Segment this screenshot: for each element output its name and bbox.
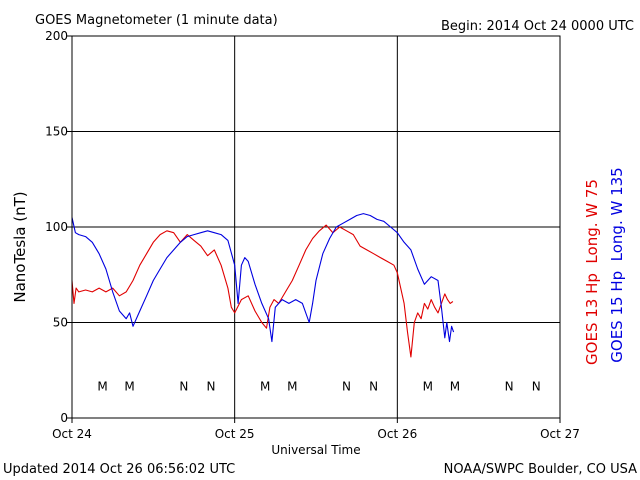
begin-label: Begin: 2014 Oct 24 0000 UTC [441, 19, 634, 34]
y-tick-label: 200 [45, 29, 68, 43]
x-axis-label: Universal Time [271, 443, 360, 457]
position-marker: M [97, 380, 107, 394]
y-axis-label: NanoTesla (nT) [11, 191, 29, 302]
series-line-0 [71, 224, 454, 358]
position-marker: M [124, 380, 134, 394]
y-tick-label: 0 [60, 411, 68, 425]
position-marker: M [287, 380, 297, 394]
y-tick-label: 50 [53, 316, 68, 330]
grid [72, 36, 560, 418]
position-marker: N [505, 380, 514, 394]
position-marker: N [342, 380, 351, 394]
updated-label: Updated 2014 Oct 26 06:56:02 UTC [3, 462, 235, 477]
ticks: 0 50 100 150 200 Oct 24 Oct 25 Oct 26 Oct 27 [45, 29, 580, 441]
y-tick-label: 100 [45, 220, 68, 234]
x-tick-label: Oct 26 [377, 427, 417, 441]
position-marker: M [423, 380, 433, 394]
series-line-1 [71, 213, 455, 343]
credit-label: NOAA/SWPC Boulder, CO USA [444, 462, 637, 477]
x-tick-label: Oct 25 [215, 427, 255, 441]
position-marker: N [179, 380, 188, 394]
position-marker: N [369, 380, 378, 394]
x-tick-label: Oct 24 [52, 427, 92, 441]
x-tick-label: Oct 27 [540, 427, 580, 441]
position-marker: M [450, 380, 460, 394]
legend-goes15: GOES 15 Hp Long. W 135 [608, 167, 626, 362]
y-tick-label: 150 [45, 125, 68, 139]
position-marker: M [260, 380, 270, 394]
position-marker: N [532, 380, 541, 394]
markers: M N M N M NM N M N M N [97, 380, 540, 394]
chart-title: GOES Magnetometer (1 minute data) [35, 13, 278, 28]
legend-goes13: GOES 13 Hp Long. W 75 [583, 179, 601, 365]
series-layer [71, 213, 455, 358]
position-marker: N [206, 380, 215, 394]
